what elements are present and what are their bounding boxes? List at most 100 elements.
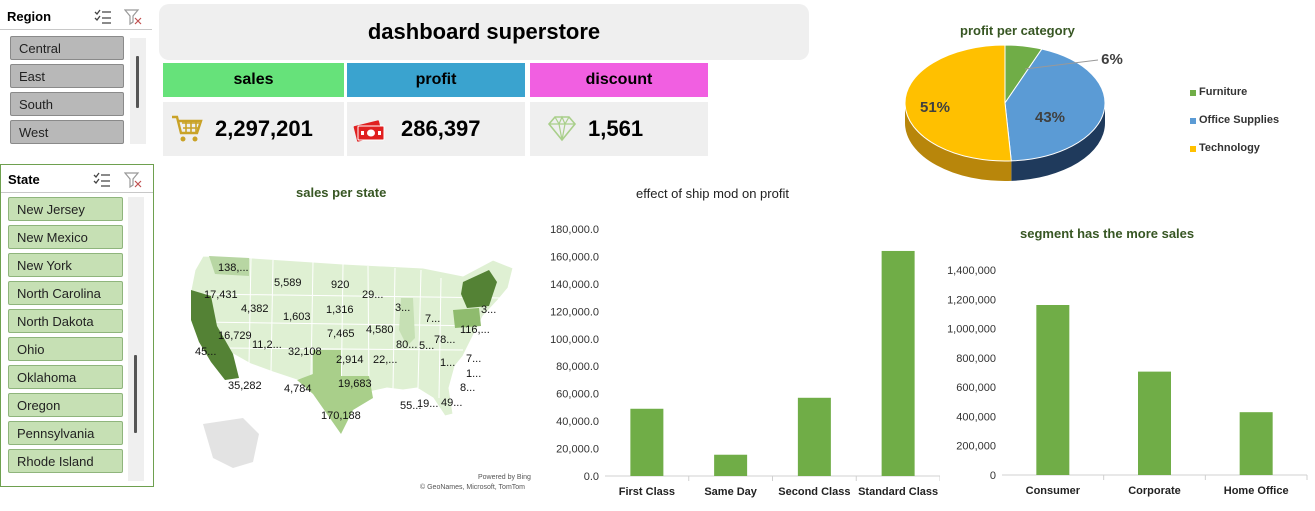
legend-item: Furniture: [1199, 86, 1248, 98]
map-state-label: 49...: [441, 397, 463, 409]
kpi-sales-label: sales: [163, 63, 344, 97]
state-item[interactable]: New Mexico: [8, 225, 123, 249]
y-tick-label: 180,000.0: [550, 224, 599, 236]
state-item[interactable]: North Carolina: [8, 281, 123, 305]
map-texas: [297, 350, 373, 434]
diamond-icon: [547, 115, 577, 142]
state-item[interactable]: New Jersey: [8, 197, 123, 221]
map-state-label: 138,...: [218, 262, 249, 274]
y-tick-label: 0: [990, 470, 996, 482]
map-state-label: 1,316: [326, 304, 354, 316]
y-tick-label: 100,000.0: [550, 334, 599, 346]
region-slicer: Region Central East South West: [0, 2, 152, 145]
map-state-label: 11,2...: [252, 339, 282, 351]
y-tick-label: 1,400,000: [947, 265, 996, 277]
state-item[interactable]: Rhode Island: [8, 449, 123, 473]
x-category-label: Consumer: [1026, 485, 1081, 497]
x-category-label: Home Office: [1224, 485, 1289, 497]
kpi-profit-label: profit: [347, 63, 525, 97]
map-alaska: [203, 418, 259, 468]
kpi-discount-label: discount: [530, 63, 708, 97]
map-state-label: 29...: [362, 289, 384, 301]
bar-first-class: [630, 408, 664, 476]
profit-pie-chart: 6% 43% 51%: [904, 44, 1123, 181]
ship-mode-chart-title: effect of ship mod on profit: [636, 186, 789, 201]
y-tick-label: 200,000: [956, 441, 996, 453]
clear-filter-icon[interactable]: [124, 9, 142, 25]
region-item[interactable]: Central: [10, 36, 124, 60]
shopping-cart-icon: [172, 115, 203, 142]
region-slicer-header: Region: [0, 2, 152, 30]
map-state-label: 22,...: [373, 354, 398, 366]
y-tick-label: 40,000.0: [556, 416, 599, 428]
y-tick-label: 800,000: [956, 353, 996, 365]
x-category-label: First Class: [619, 486, 675, 498]
map-state-label: 17,431: [204, 289, 238, 301]
map-state-label: 5,589: [274, 277, 302, 289]
legend-swatch: [1190, 146, 1196, 152]
pie-data-label: 51%: [920, 99, 950, 116]
map-state-label: 1,603: [283, 311, 311, 323]
map-state-label: 19,683: [338, 378, 372, 390]
kpi-discount-value: 1,561: [588, 116, 644, 141]
y-tick-label: 20,000.0: [556, 444, 599, 456]
state-slicer: State New Jersey New Mexico New York North …: [0, 164, 154, 487]
map-california: [191, 290, 239, 380]
x-category-label: Corporate: [1128, 485, 1181, 497]
state-scrollbar[interactable]: [128, 197, 144, 481]
region-item[interactable]: South: [10, 92, 124, 116]
pie-data-label: 6%: [1101, 51, 1123, 68]
multi-select-icon[interactable]: [93, 172, 111, 188]
legend-swatch: [1190, 90, 1196, 96]
kpi-profit-value: 286,397: [401, 116, 481, 141]
y-tick-label: 400,000: [956, 411, 996, 423]
y-tick-label: 140,000.0: [550, 279, 599, 291]
kpi-sales-card: 2,297,201: [163, 102, 344, 156]
state-slicer-header: State: [1, 165, 153, 193]
map-illinois: [399, 298, 415, 346]
y-tick-label: 1,200,000: [947, 294, 996, 306]
map-state-label: 4,784: [284, 383, 312, 395]
pie-slice-technology: [904, 44, 1012, 162]
state-item[interactable]: Pennsylvania: [8, 421, 123, 445]
pie-chart-title: profit per category: [960, 23, 1075, 38]
map-state-label: 920: [331, 279, 350, 291]
region-item[interactable]: West: [10, 120, 124, 144]
state-item[interactable]: North Dakota: [8, 309, 123, 333]
pie-slice-side: [905, 103, 1012, 181]
x-category-label: Standard Class: [858, 486, 938, 498]
dashboard-title: dashboard superstore: [159, 4, 809, 60]
map-state-label: 170,188: [321, 410, 361, 422]
state-scroll-thumb[interactable]: [134, 355, 137, 433]
map-state-label: 1...: [466, 368, 482, 380]
y-tick-label: 120,000.0: [550, 306, 599, 318]
state-slicer-title: State: [8, 172, 40, 187]
region-scrollbar[interactable]: [130, 38, 146, 144]
map-state-label: 19...: [417, 398, 439, 410]
region-item[interactable]: East: [10, 64, 124, 88]
region-scroll-thumb[interactable]: [136, 56, 139, 108]
multi-select-icon[interactable]: [94, 9, 112, 25]
bar-corporate: [1138, 371, 1171, 475]
bar-second-class: [797, 397, 831, 476]
map-state-label: 116,...: [460, 324, 490, 336]
map-title: sales per state: [296, 185, 387, 200]
segment-bar-chart: 0 200,000 400,000 600,000 800,000 1,000,000 1,…: [947, 265, 1308, 497]
map-state-label: 3...: [481, 304, 497, 316]
clear-filter-icon[interactable]: [124, 172, 142, 188]
state-item[interactable]: Ohio: [8, 337, 123, 361]
ship-mode-bar-chart: 0.0 20,000.0 40,000.0 60,000.0 80,000.0 100,0…: [550, 224, 940, 498]
x-category-label: Same Day: [704, 486, 757, 498]
state-item[interactable]: Oregon: [8, 393, 123, 417]
state-item[interactable]: Oklahoma: [8, 365, 123, 389]
map-state-label: 5...: [419, 340, 435, 352]
map-washington: [209, 256, 249, 276]
state-item[interactable]: New York: [8, 253, 123, 277]
map-attribution-bing: Powered by Bing: [478, 474, 531, 481]
map-state-label: 7...: [425, 313, 441, 325]
map-state-label: 45...: [195, 346, 217, 358]
map-state-label: 35,282: [228, 380, 262, 392]
map-state-label: 7,465: [327, 328, 355, 340]
kpi-sales-value: 2,297,201: [215, 116, 313, 141]
map-state-label: 7...: [466, 353, 482, 365]
